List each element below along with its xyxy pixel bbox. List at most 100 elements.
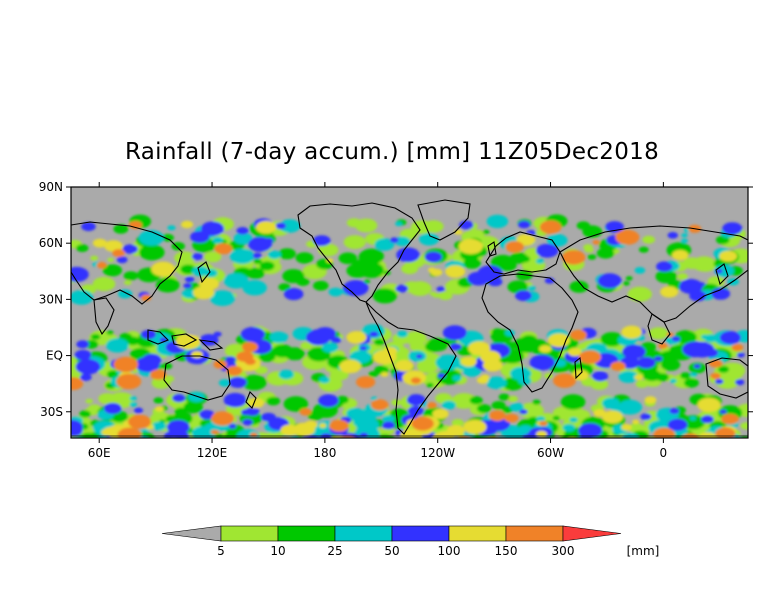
rain-cell [689, 341, 715, 358]
rain-cell [394, 360, 414, 372]
rain-cell [305, 329, 331, 346]
lon-tick-label: 60W [537, 446, 564, 460]
rain-cell [454, 229, 463, 235]
rain-cell [695, 329, 707, 336]
rain-cell [721, 413, 739, 425]
rain-cell [395, 221, 403, 227]
rain-cell [677, 273, 688, 280]
rain-cell [75, 359, 101, 375]
rain-cell [683, 378, 699, 388]
rain-cell [211, 411, 235, 426]
rain-cell [356, 376, 376, 389]
rain-cell [369, 440, 378, 446]
rain-cell [204, 251, 222, 263]
rain-cell [129, 402, 138, 407]
rain-cell [92, 276, 116, 292]
rain-cell [266, 396, 281, 406]
rain-cell [382, 421, 395, 430]
rain-cell [71, 419, 83, 434]
rain-cell [572, 409, 591, 421]
rain-cell [583, 244, 593, 251]
rain-cell [338, 252, 358, 265]
rain-cell [167, 225, 176, 231]
rain-cell [539, 420, 548, 427]
rain-cell [553, 359, 566, 367]
rain-cell [313, 280, 329, 291]
map-frame [70, 186, 749, 439]
rain-cell [640, 413, 652, 421]
rain-cell [173, 438, 196, 452]
rain-cell [295, 252, 314, 264]
colorbar-label: 5 [217, 544, 225, 558]
rain-cell [396, 247, 420, 263]
colorbar: 5 10 25 50 100 150 300 [mm] [161, 525, 659, 558]
rain-cell [359, 432, 369, 438]
rain-cell [436, 369, 462, 385]
rain-cell [190, 230, 210, 243]
asia-east-coast [559, 225, 748, 323]
rain-cell [519, 409, 528, 415]
rain-cell [346, 218, 362, 228]
colorbar-label: 25 [327, 544, 342, 558]
rain-cell [701, 415, 714, 424]
rain-cell [90, 255, 99, 261]
rain-cell [106, 338, 129, 353]
rain-cell [627, 286, 652, 302]
rain-cell [401, 438, 417, 448]
rain-cell [701, 334, 709, 340]
colorbar-label: 100 [438, 544, 461, 558]
rain-cell [199, 334, 219, 346]
rain-cell [592, 240, 600, 245]
rain-cell [241, 341, 258, 353]
rain-cell [578, 350, 602, 364]
colorbar-box [277, 525, 336, 542]
rain-cell [278, 248, 296, 260]
europe-coast [485, 231, 561, 275]
rain-cell [382, 415, 395, 423]
rain-cell [672, 439, 683, 446]
colorbar-label: 10 [270, 544, 285, 558]
rain-cell [113, 356, 139, 373]
rain-cell [529, 354, 555, 371]
rain-cell [168, 439, 180, 446]
rain-cell [404, 331, 427, 346]
rain-cell [714, 373, 740, 389]
rain-cell [183, 283, 192, 289]
lat-tick-label: 60N [39, 236, 63, 250]
rain-cell [172, 393, 186, 403]
rain-cell [467, 271, 490, 286]
rain-cell [409, 341, 426, 352]
rain-cell [637, 335, 645, 341]
rain-cell [463, 419, 487, 435]
rain-cell [498, 393, 510, 401]
rain-cell [216, 440, 225, 446]
rain-cell [122, 244, 138, 254]
rain-cell [406, 394, 426, 406]
rain-cell [536, 416, 546, 422]
rain-cell [535, 258, 545, 264]
lon-tick-label: 120W [420, 446, 455, 460]
rain-cell [581, 377, 596, 387]
rain-cell [598, 439, 610, 446]
rain-cell [166, 420, 190, 435]
rain-cell [632, 419, 640, 424]
rain-cell [618, 399, 643, 415]
rain-cell [671, 336, 681, 342]
rain-cell [487, 437, 497, 438]
rain-cell [459, 220, 474, 230]
rain-cell [383, 427, 395, 435]
rain-cell [660, 286, 679, 298]
rain-cell [689, 372, 698, 378]
rain-cell [241, 409, 252, 416]
rain-cell [139, 244, 165, 261]
rain-cell [71, 266, 89, 282]
rain-cell [460, 356, 477, 367]
lon-tick-label: 60E [88, 446, 111, 460]
rain-cell [161, 233, 174, 242]
map-title: Rainfall (7-day accum.) [mm] 11Z05Dec201… [125, 139, 659, 165]
rain-cell [736, 352, 745, 358]
rain-cell [659, 350, 679, 363]
rain-cell [490, 254, 515, 270]
rain-cell [103, 402, 122, 415]
rain-cell [547, 333, 571, 348]
